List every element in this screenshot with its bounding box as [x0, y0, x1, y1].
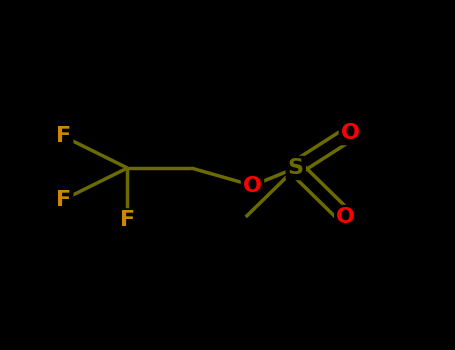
- Text: S: S: [288, 158, 304, 178]
- Text: O: O: [336, 207, 355, 227]
- Text: F: F: [120, 210, 135, 231]
- Text: O: O: [341, 123, 360, 143]
- Text: O: O: [243, 175, 262, 196]
- Text: F: F: [56, 189, 71, 210]
- Text: F: F: [56, 126, 71, 147]
